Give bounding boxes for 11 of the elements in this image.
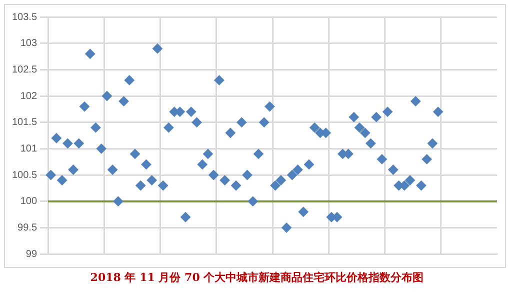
y-tick-label: 103.5 [12,12,38,23]
y-tick-label: 101.5 [12,117,38,128]
y-tick-label: 99.5 [18,222,38,234]
y-tick-label: 100 [20,196,38,208]
y-tick-label: 100.5 [12,170,38,181]
text: 2018 年 11 月份 70 个大中城市新建商品住宅环比价格指数分布图 [89,270,425,285]
y-tick-label: 102 [20,90,38,102]
y-tick-label: 99 [26,248,38,260]
y-tick-label: 102.5 [12,64,38,76]
y-tick-label: 101 [20,143,38,154]
y-tick-label: 103 [20,38,38,50]
